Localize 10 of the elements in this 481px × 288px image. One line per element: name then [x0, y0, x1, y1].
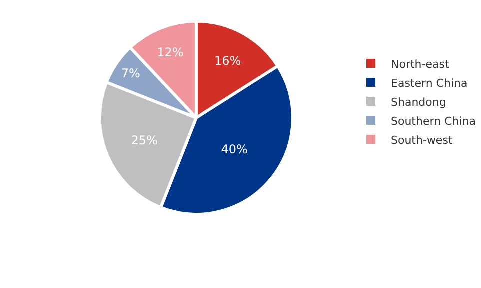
legend-label: Southern China — [391, 114, 476, 128]
data-label: 40% — [221, 142, 248, 156]
data-label: 12% — [157, 45, 184, 60]
data-label: 7% — [121, 66, 140, 80]
legend-label: North-east — [391, 58, 450, 71]
legend-label: South-west — [391, 134, 454, 147]
legend-label: Eastern China — [391, 76, 468, 90]
data-label: 25% — [131, 133, 158, 148]
data-label: 16% — [214, 54, 242, 68]
legend-label: Shandong — [391, 96, 446, 109]
